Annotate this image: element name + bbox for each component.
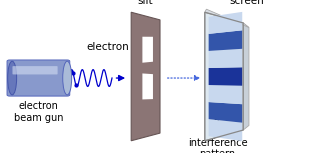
Polygon shape [243, 23, 249, 130]
Polygon shape [142, 37, 153, 63]
Polygon shape [142, 73, 153, 99]
Polygon shape [209, 67, 242, 86]
Polygon shape [131, 12, 160, 141]
Polygon shape [205, 9, 249, 28]
Polygon shape [205, 12, 243, 141]
Polygon shape [209, 102, 242, 123]
Text: screen: screen [229, 0, 264, 6]
FancyBboxPatch shape [12, 66, 58, 75]
FancyBboxPatch shape [7, 60, 70, 96]
Text: double-
slit: double- slit [126, 0, 165, 6]
Ellipse shape [63, 61, 72, 95]
Ellipse shape [8, 61, 17, 95]
Polygon shape [209, 12, 242, 34]
Polygon shape [209, 30, 242, 51]
Text: interference
pattern: interference pattern [188, 138, 247, 153]
Polygon shape [209, 85, 242, 104]
Polygon shape [209, 119, 242, 141]
Text: electron
beam gun: electron beam gun [14, 101, 63, 123]
Polygon shape [209, 49, 242, 68]
Text: electron: electron [87, 42, 129, 52]
